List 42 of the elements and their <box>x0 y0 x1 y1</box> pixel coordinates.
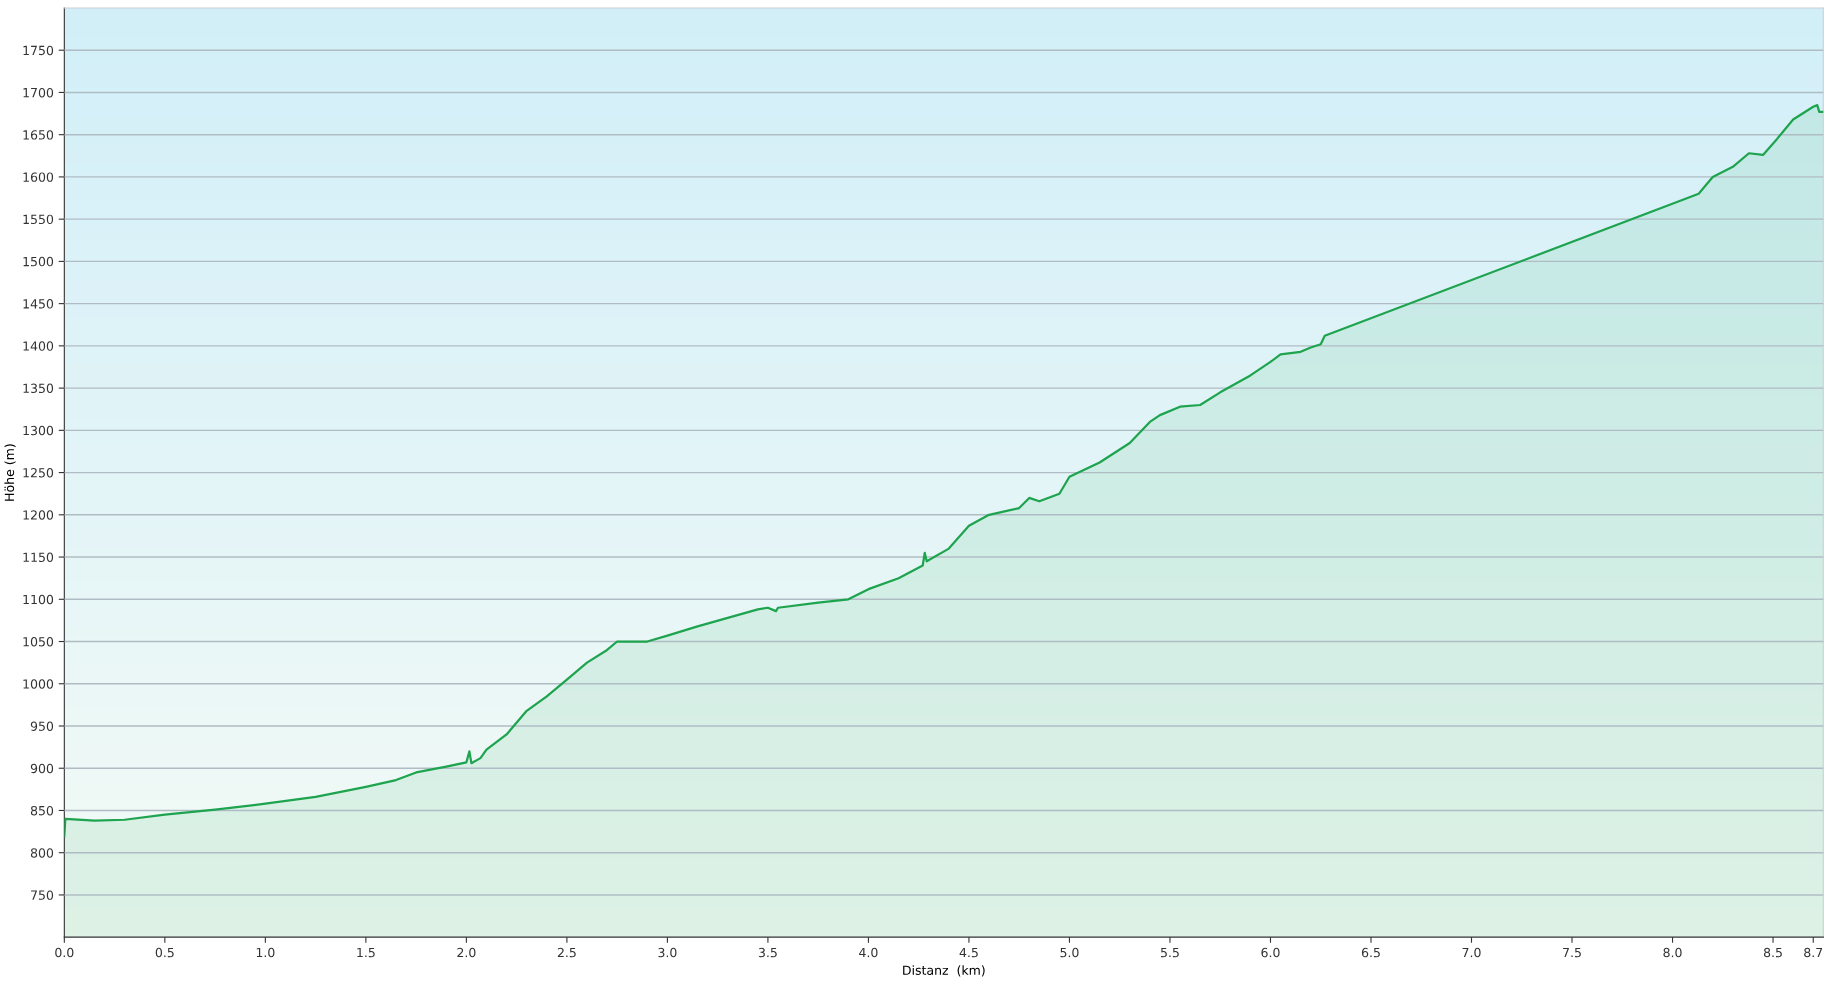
y-tick-label: 800 <box>30 848 54 858</box>
x-tick-label: 2.5 <box>557 947 576 958</box>
x-tick-label: 4.0 <box>859 947 878 958</box>
y-tick-label: 1100 <box>23 594 54 605</box>
y-tick-label: 1300 <box>23 425 54 436</box>
x-tick-label: 6.5 <box>1361 947 1380 958</box>
x-tick-label: 7.5 <box>1563 947 1581 958</box>
y-tick-label: 1450 <box>23 299 54 309</box>
y-tick-label: 1500 <box>23 256 54 267</box>
x-tick-label: 0.0 <box>55 947 74 958</box>
x-axis-title: Distanz (km) <box>903 965 985 977</box>
x-tick-label: 0.5 <box>155 947 174 958</box>
y-tick-label: 850 <box>30 805 54 816</box>
y-tick-label: 750 <box>31 890 54 900</box>
y-tick-label: 1600 <box>23 172 54 182</box>
x-tick-label: 8.7 <box>1804 947 1823 958</box>
y-tick-label: 1150 <box>23 552 54 562</box>
x-tick-label: 6.0 <box>1261 947 1280 958</box>
y-tick-label: 1700 <box>23 87 54 98</box>
y-tick-label: 1250 <box>23 468 54 478</box>
y-axis-title: Höhe (m) <box>4 444 16 501</box>
x-tick-label: 5.5 <box>1160 947 1179 958</box>
x-tick-label: 1.0 <box>256 947 275 958</box>
x-tick-label: 1.5 <box>357 947 375 958</box>
x-tick-label: 8.5 <box>1763 947 1782 958</box>
x-tick-label: 3.5 <box>758 947 777 958</box>
y-tick-label: 900 <box>30 763 54 774</box>
y-tick-label: 1200 <box>23 510 54 520</box>
y-tick-label: 950 <box>30 721 54 731</box>
y-tick-label: 1050 <box>23 637 54 647</box>
x-tick-label: 3.0 <box>658 947 677 958</box>
x-tick-label: 2.0 <box>457 947 476 958</box>
x-tick-label: 7.0 <box>1462 947 1481 958</box>
y-tick-label: 1650 <box>23 130 54 140</box>
x-tick-label: 4.5 <box>959 947 978 958</box>
y-tick-label: 1550 <box>23 214 54 225</box>
y-tick-label: 1350 <box>23 383 54 394</box>
y-tick-label: 1000 <box>23 679 54 689</box>
y-tick-label: 1750 <box>23 45 54 56</box>
y-tick-label: 1400 <box>23 341 54 351</box>
x-tick-label: 8.0 <box>1663 947 1682 958</box>
x-tick-label: 5.0 <box>1060 947 1079 958</box>
